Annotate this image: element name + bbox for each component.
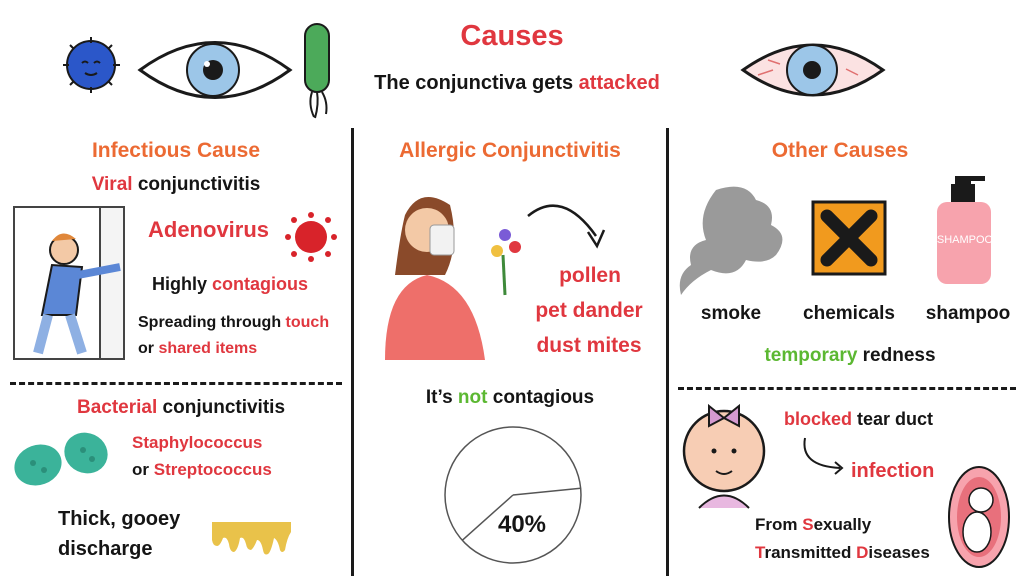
std-line1: From Sexually (755, 516, 871, 533)
gooey-discharge-icon (197, 522, 291, 555)
subtitle-highlight: attacked (578, 72, 660, 94)
std-exually: exually (813, 515, 872, 534)
allergen-pet-dander: pet dander (535, 299, 643, 322)
spreading-line1: Spreading through touch (138, 315, 329, 331)
page-title: Causes (460, 20, 564, 52)
highly-text: Highly (152, 274, 213, 294)
section-divider-left (10, 382, 342, 385)
adenovirus-label: Adenovirus (148, 217, 270, 242)
bacterium-green-icon (304, 23, 330, 119)
pie-chart (444, 426, 582, 564)
temporary-highlight: temporary (764, 345, 858, 366)
blocked-highlight: blocked (784, 409, 853, 429)
other-heading: Other Causes (771, 139, 909, 162)
pie-slice-edge-start (512, 487, 581, 496)
std-t: T (755, 543, 765, 562)
spreading-line2: or shared items (138, 341, 257, 357)
pie-slice-edge-end (461, 494, 514, 541)
tear-duct-text: tear duct (852, 409, 934, 429)
arrow-icon (527, 204, 606, 249)
virus-blue-icon (63, 37, 120, 93)
adenovirus-icon (285, 212, 337, 262)
curved-arrow-icon (803, 437, 844, 475)
other-item-shampoo: shampoo (925, 303, 1011, 324)
discharge-line2: discharge (58, 538, 153, 560)
not-contagious-label: It’s not contagious (426, 388, 594, 407)
not-highlight: not (457, 387, 488, 408)
bacterial-label: Bacterial conjunctivitis (77, 398, 285, 417)
other-item-chemicals: chemicals (803, 303, 895, 324)
spread-text: Spreading through (138, 314, 286, 331)
pie-percent-label: 40% (497, 511, 547, 538)
viral-rest: conjunctivitis (132, 174, 261, 195)
baby-illustration (682, 403, 766, 509)
viral-label: Viral conjunctivitis (92, 175, 261, 194)
or-text: or (138, 340, 159, 357)
section-divider-right (678, 387, 1016, 390)
viral-highlight: Viral (91, 174, 133, 195)
allergen-pollen: pollen (559, 264, 621, 287)
std-s: S (802, 515, 814, 534)
red-eye-icon (740, 43, 886, 97)
std-from: From (755, 515, 803, 534)
column-divider-left (351, 128, 354, 576)
shared-items-highlight: shared items (158, 340, 258, 357)
contagious-highlight: contagious (212, 274, 309, 294)
sneezing-woman-illustration (385, 197, 521, 360)
discharge-line1: Thick, gooey (58, 508, 181, 530)
std-line2: Transmitted Diseases (755, 544, 930, 561)
std-ransmitted: ransmitted (764, 543, 857, 562)
smoke-icon (679, 186, 783, 295)
blocked-tear-duct-label: blocked tear duct (784, 410, 933, 428)
not-suffix: contagious (487, 387, 595, 408)
redness-text: redness (857, 345, 936, 366)
column-divider-right (666, 128, 669, 576)
streptococcus-highlight: Streptococcus (153, 460, 272, 479)
streptococcus-label: or Streptococcus (132, 461, 272, 478)
bacterial-rest: conjunctivitis (157, 397, 286, 418)
infection-label: infection (851, 460, 935, 482)
other-item-smoke: smoke (700, 303, 762, 324)
highly-contagious-label: Highly contagious (152, 275, 308, 293)
touch-highlight: touch (285, 314, 330, 331)
staphylococcus-label: Staphylococcus (132, 433, 263, 452)
bacterial-highlight: Bacterial (76, 397, 158, 418)
not-prefix: It’s (425, 387, 458, 408)
allergic-heading: Allergic Conjunctivitis (399, 139, 621, 162)
shampoo-bottle-icon (937, 176, 991, 284)
bacteria-icon (14, 432, 108, 486)
sick-man-door-illustration (13, 206, 125, 360)
subtitle-text: The conjunctiva gets (374, 72, 579, 94)
or-text: or (132, 460, 154, 479)
shampoo-bottle-label: SHAMPOO (936, 234, 994, 246)
infectious-heading: Infectious Cause (91, 139, 261, 162)
subtitle: The conjunctiva gets attacked (374, 73, 660, 93)
healthy-eye-icon (137, 41, 293, 99)
fetus-womb-illustration (948, 466, 1010, 568)
allergen-dust-mites: dust mites (536, 334, 642, 357)
chemicals-hazard-icon (811, 200, 887, 276)
std-iseases: iseases (868, 543, 930, 562)
temporary-redness-label: temporary redness (764, 346, 935, 365)
std-d: D (856, 543, 869, 562)
